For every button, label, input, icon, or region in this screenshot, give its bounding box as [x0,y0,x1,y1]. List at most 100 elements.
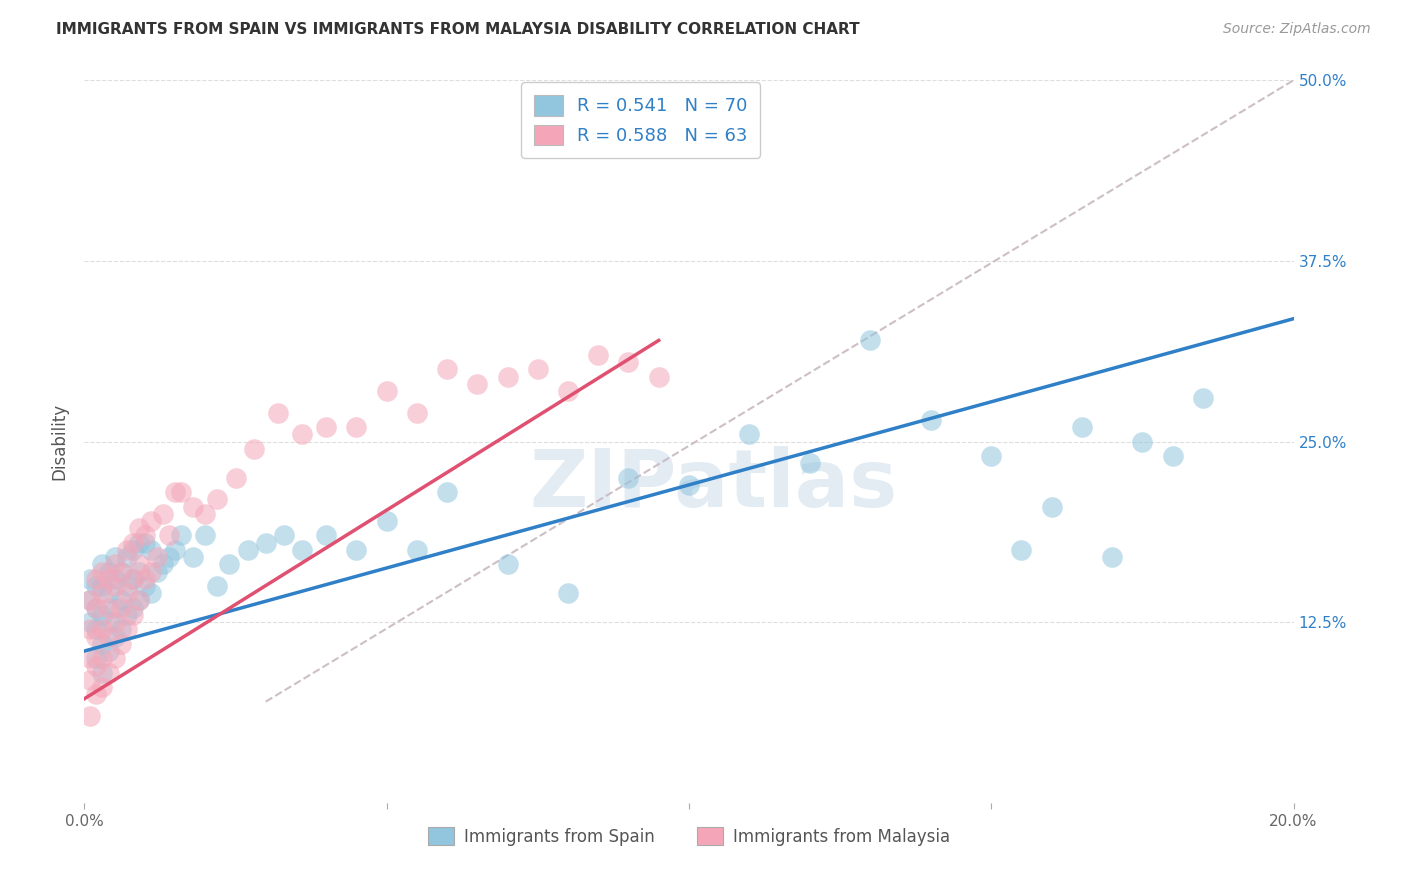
Point [121,542,143,557]
Point [194,507,217,521]
Point [79,709,101,723]
Point [346,542,368,557]
Point [110,637,132,651]
Point [110,565,132,579]
Point [79,593,101,607]
Point [91,680,114,694]
Point [1130,434,1153,449]
Point [115,623,138,637]
Point [152,507,174,521]
Point [86,623,108,637]
Point [128,593,150,607]
Point [115,550,138,565]
Point [920,413,942,427]
Point [346,420,368,434]
Point [97,586,120,600]
Point [165,485,187,500]
Point [1101,550,1123,565]
Point [91,637,114,651]
Point [181,550,204,565]
Point [128,521,150,535]
Legend: Immigrants from Spain, Immigrants from Malaysia: Immigrants from Spain, Immigrants from M… [420,821,957,852]
Point [859,334,882,348]
Point [617,355,640,369]
Point [86,687,108,701]
Point [86,651,108,665]
Point [406,406,429,420]
Text: ZIPatlas: ZIPatlas [529,446,897,524]
Point [91,665,114,680]
Point [236,542,259,557]
Point [1192,391,1215,405]
Point [97,565,120,579]
Point [157,550,180,565]
Point [79,615,101,630]
Point [115,586,138,600]
Point [134,528,156,542]
Point [557,586,579,600]
Point [139,565,162,579]
Point [91,586,114,600]
Point [91,623,114,637]
Point [115,607,138,622]
Point [267,406,290,420]
Point [86,600,108,615]
Point [104,600,127,615]
Point [139,542,162,557]
Point [170,485,193,500]
Point [104,651,127,665]
Point [121,572,143,586]
Point [86,630,108,644]
Point [79,593,101,607]
Point [128,593,150,607]
Point [181,500,204,514]
Point [1011,542,1033,557]
Point [165,542,187,557]
Point [588,348,610,362]
Point [104,550,127,565]
Point [291,427,314,442]
Point [86,579,108,593]
Point [97,644,120,658]
Point [496,369,519,384]
Point [91,651,114,665]
Point [152,558,174,572]
Point [242,442,264,456]
Point [121,535,143,549]
Point [678,478,700,492]
Point [79,623,101,637]
Point [86,600,108,615]
Point [146,565,169,579]
Point [375,384,398,398]
Point [273,528,295,542]
Point [97,615,120,630]
Point [139,514,162,528]
Point [170,528,193,542]
Point [91,558,114,572]
Text: IMMIGRANTS FROM SPAIN VS IMMIGRANTS FROM MALAYSIA DISABILITY CORRELATION CHART: IMMIGRANTS FROM SPAIN VS IMMIGRANTS FROM… [56,22,860,37]
Point [291,542,314,557]
Point [110,600,132,615]
Point [218,558,240,572]
Point [738,427,761,442]
Point [157,528,180,542]
Text: Source: ZipAtlas.com: Source: ZipAtlas.com [1223,22,1371,37]
Point [128,535,150,549]
Point [225,470,247,484]
Point [315,528,337,542]
Point [104,579,127,593]
Point [110,593,132,607]
Point [436,485,458,500]
Point [315,420,337,434]
Point [104,558,127,572]
Point [86,658,108,673]
Point [436,362,458,376]
Point [1040,500,1063,514]
Point [86,572,108,586]
Point [121,600,143,615]
Point [648,369,671,384]
Point [104,572,127,586]
Point [128,565,150,579]
Point [406,542,429,557]
Point [128,558,150,572]
